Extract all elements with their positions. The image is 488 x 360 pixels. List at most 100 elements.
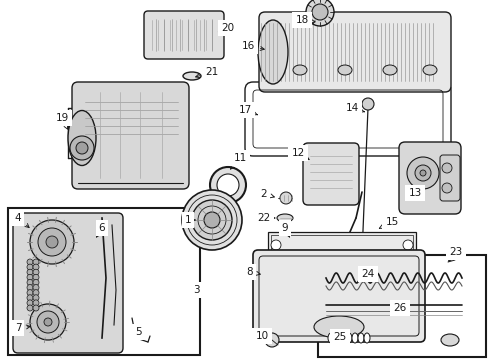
Circle shape [414, 165, 430, 181]
Circle shape [361, 98, 373, 110]
Text: 13: 13 [407, 188, 421, 198]
Ellipse shape [382, 65, 396, 75]
Text: 1: 1 [184, 215, 195, 225]
Ellipse shape [339, 333, 346, 343]
Circle shape [27, 264, 33, 270]
Text: 4: 4 [15, 213, 29, 228]
Ellipse shape [68, 111, 96, 166]
FancyBboxPatch shape [252, 250, 424, 342]
Circle shape [27, 295, 33, 301]
Circle shape [27, 259, 33, 265]
Circle shape [27, 290, 33, 296]
Ellipse shape [258, 20, 287, 84]
Circle shape [33, 300, 39, 306]
Text: 7: 7 [15, 323, 30, 333]
Circle shape [264, 333, 279, 347]
Circle shape [27, 274, 33, 280]
Circle shape [33, 284, 39, 291]
Circle shape [33, 264, 39, 270]
Circle shape [217, 174, 239, 196]
Text: 26: 26 [392, 303, 406, 313]
Text: 10: 10 [255, 331, 271, 341]
Circle shape [46, 236, 58, 248]
Ellipse shape [183, 72, 201, 80]
Circle shape [37, 311, 59, 333]
Text: 18: 18 [295, 15, 314, 25]
Circle shape [441, 163, 451, 173]
Circle shape [33, 305, 39, 311]
FancyBboxPatch shape [13, 213, 123, 353]
Ellipse shape [276, 214, 292, 222]
Circle shape [33, 274, 39, 280]
Ellipse shape [357, 333, 363, 343]
Circle shape [27, 300, 33, 306]
Text: 22: 22 [257, 213, 274, 223]
Text: 3: 3 [192, 285, 200, 295]
Circle shape [305, 0, 333, 26]
Circle shape [44, 318, 52, 326]
Circle shape [33, 295, 39, 301]
Circle shape [334, 253, 345, 263]
Text: 8: 8 [246, 267, 260, 277]
Ellipse shape [333, 333, 339, 343]
Circle shape [33, 279, 39, 285]
Ellipse shape [346, 333, 351, 343]
Text: 6: 6 [96, 223, 105, 237]
Text: 16: 16 [241, 41, 264, 51]
Ellipse shape [327, 333, 333, 343]
Circle shape [27, 279, 33, 285]
Circle shape [27, 284, 33, 291]
Circle shape [192, 200, 231, 240]
Circle shape [33, 259, 39, 265]
Circle shape [27, 269, 33, 275]
Text: 5: 5 [134, 327, 141, 337]
Text: 2: 2 [260, 189, 274, 199]
Text: 11: 11 [230, 153, 246, 169]
Circle shape [30, 304, 66, 340]
Circle shape [270, 240, 281, 250]
Circle shape [38, 228, 66, 256]
Circle shape [203, 212, 220, 228]
Ellipse shape [422, 65, 436, 75]
FancyBboxPatch shape [143, 11, 224, 59]
FancyBboxPatch shape [72, 82, 189, 189]
FancyBboxPatch shape [439, 155, 459, 201]
Bar [267, 232, 415, 258]
Ellipse shape [363, 333, 369, 343]
FancyBboxPatch shape [398, 142, 460, 214]
Circle shape [311, 4, 327, 20]
Text: 17: 17 [238, 105, 257, 115]
Circle shape [30, 220, 74, 264]
Text: 14: 14 [345, 103, 364, 113]
Ellipse shape [337, 65, 351, 75]
Bar [270, 235, 412, 255]
Circle shape [419, 170, 425, 176]
Circle shape [441, 183, 451, 193]
Circle shape [280, 192, 291, 204]
Circle shape [209, 167, 245, 203]
Circle shape [27, 305, 33, 311]
Circle shape [402, 240, 412, 250]
Circle shape [33, 269, 39, 275]
Text: 20: 20 [218, 23, 234, 33]
FancyBboxPatch shape [244, 82, 450, 156]
Circle shape [70, 136, 94, 160]
Ellipse shape [313, 316, 363, 338]
Text: 24: 24 [361, 269, 374, 279]
Circle shape [406, 157, 438, 189]
Ellipse shape [440, 334, 458, 346]
Text: 25: 25 [333, 332, 346, 342]
Ellipse shape [292, 65, 306, 75]
Bar [317, 255, 485, 357]
Ellipse shape [351, 333, 357, 343]
Circle shape [33, 290, 39, 296]
Text: 23: 23 [447, 247, 462, 261]
FancyBboxPatch shape [303, 143, 358, 205]
Circle shape [182, 190, 242, 250]
Text: 19: 19 [55, 113, 68, 129]
Circle shape [76, 142, 88, 154]
Text: 15: 15 [379, 217, 398, 228]
Bar [8, 208, 200, 355]
FancyBboxPatch shape [259, 12, 450, 92]
Text: 21: 21 [195, 67, 218, 78]
